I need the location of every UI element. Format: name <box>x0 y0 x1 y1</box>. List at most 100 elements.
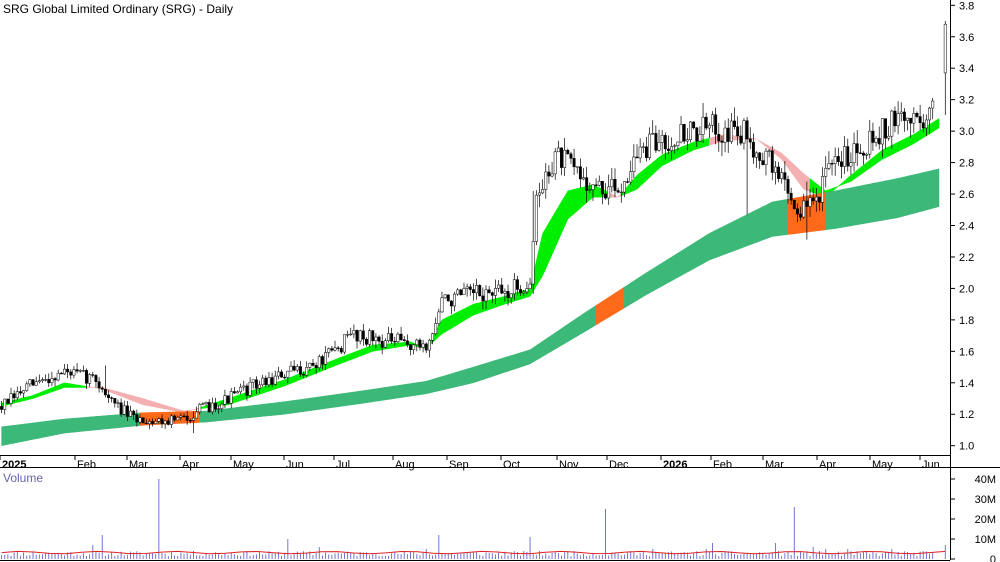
candle-body <box>336 347 340 349</box>
candle-body <box>462 288 466 296</box>
candle-body <box>761 160 765 165</box>
candle-body <box>544 171 548 190</box>
candle-body <box>711 114 714 126</box>
candle-body <box>201 403 205 405</box>
candle-body <box>368 330 372 345</box>
candle-body <box>528 283 532 289</box>
candle-body <box>56 372 60 381</box>
candle-body <box>808 197 812 207</box>
volume-bars <box>1 479 946 559</box>
candle-body <box>707 125 711 129</box>
candle-body <box>163 420 167 425</box>
candle-body <box>63 368 66 375</box>
candle-body <box>676 141 680 146</box>
candle-body <box>377 336 381 342</box>
candle-body <box>818 196 821 203</box>
candle-body <box>383 340 387 348</box>
candle-body <box>714 114 718 135</box>
candle-body <box>129 410 132 417</box>
candle-body <box>607 186 611 199</box>
candle-body <box>846 146 850 167</box>
candle-body <box>500 284 504 294</box>
candle-body <box>242 385 246 388</box>
candle-body <box>597 180 601 186</box>
candle-body <box>553 151 557 175</box>
candle-body <box>689 121 692 140</box>
candle-body <box>729 120 733 142</box>
candle-body <box>220 403 224 409</box>
price-tick-label: 1.8 <box>959 315 974 327</box>
short-ma-band-segment-up <box>199 184 609 410</box>
candle-body <box>465 286 469 289</box>
candle-body <box>534 194 538 242</box>
candle-body <box>777 166 781 179</box>
candle-body <box>122 405 126 415</box>
candle-body <box>509 293 513 298</box>
candle-body <box>918 116 922 123</box>
candle-body <box>836 156 840 162</box>
price-tick-label: 1.4 <box>959 378 974 390</box>
candle-body <box>132 410 136 415</box>
candle-body <box>349 333 353 336</box>
candle-body <box>679 124 683 143</box>
candle-body <box>588 189 592 191</box>
candle-body <box>264 377 268 385</box>
candle-body <box>44 379 48 381</box>
candle-body <box>305 367 309 376</box>
candle-body <box>865 153 869 156</box>
candle-body <box>663 135 667 150</box>
candle-body <box>166 420 170 425</box>
candle-body <box>830 163 834 165</box>
long-term-ma-band <box>1 168 940 447</box>
candle-body <box>805 200 809 207</box>
candle-body <box>324 352 328 365</box>
candle-body <box>437 311 441 324</box>
candle-body <box>550 173 554 177</box>
candle-body <box>352 330 356 335</box>
price-tick-label: 3.8 <box>959 0 974 12</box>
candle-body <box>635 156 639 159</box>
candle-body <box>471 289 475 294</box>
candle-body <box>85 370 88 384</box>
candle-body <box>566 149 570 155</box>
candle-body <box>415 339 419 346</box>
candle-body <box>283 376 287 379</box>
candle-body <box>887 135 891 139</box>
candle-body <box>456 289 460 295</box>
candle-body <box>582 177 585 180</box>
price-tick-label: 1.2 <box>959 409 974 421</box>
candle-body <box>314 365 318 368</box>
candle-body <box>226 395 230 404</box>
candle-body <box>600 180 604 195</box>
candle-body <box>827 163 831 169</box>
volume-tick-label: 0 <box>990 554 996 562</box>
candle-body <box>119 402 123 415</box>
candle-body <box>273 375 277 385</box>
candle-body <box>25 383 29 391</box>
price-tick-label: 2.2 <box>959 252 974 264</box>
candle-body <box>840 161 843 167</box>
candle-body <box>28 379 32 385</box>
candle-body <box>302 374 306 376</box>
volume-tick-label: 30M <box>975 494 996 506</box>
candle-body <box>69 371 73 376</box>
candle-body <box>871 130 875 143</box>
date-tick-label: Dec <box>609 459 629 471</box>
candle-body <box>138 417 142 423</box>
candle-body <box>622 181 626 193</box>
candle-body <box>280 371 283 378</box>
candle-body <box>261 377 265 386</box>
candle-body <box>632 156 636 172</box>
candle-body <box>217 408 221 410</box>
candle-body <box>374 336 378 342</box>
candle-body <box>270 377 274 385</box>
candle-body <box>764 150 768 165</box>
candle-body <box>475 285 479 294</box>
candle-body <box>780 172 784 179</box>
candle-body <box>12 393 16 399</box>
candle-body <box>176 417 180 421</box>
candle-body <box>563 149 567 168</box>
long-ma-band-segment-up <box>1 412 141 447</box>
price-tick-label: 3.2 <box>959 95 974 107</box>
